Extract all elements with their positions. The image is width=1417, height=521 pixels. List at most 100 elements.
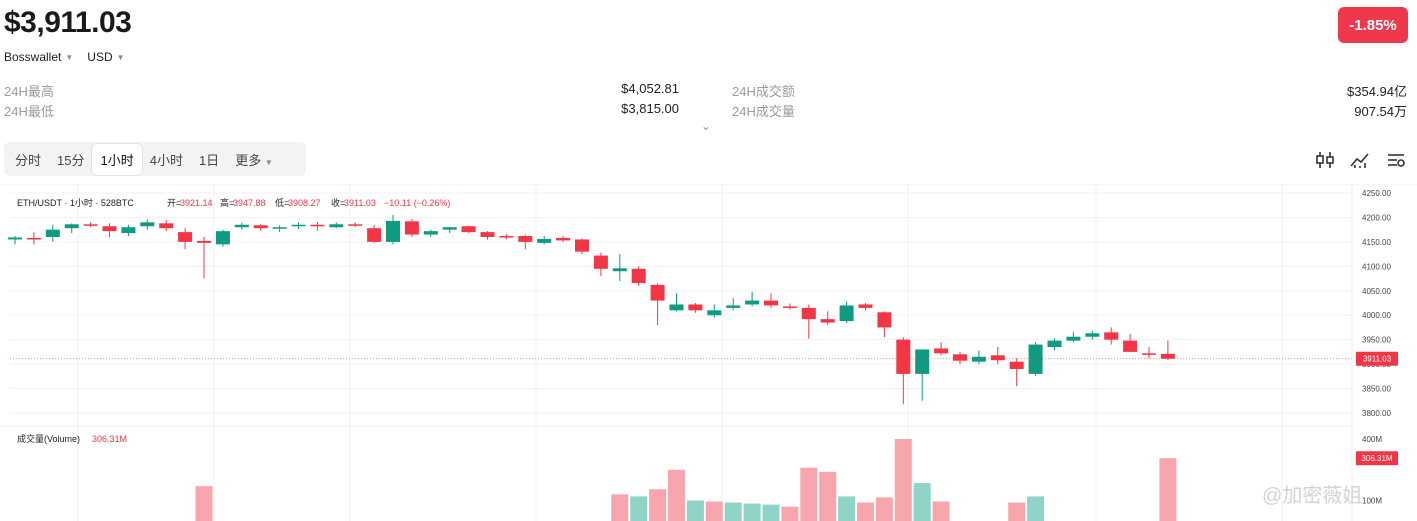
stat-high-value: $4,052.81	[621, 81, 679, 96]
tab-timeframe-4h[interactable]: 4小时	[149, 152, 183, 168]
tab-timeframe-15m[interactable]: 15分	[57, 152, 85, 168]
volume-bar	[1159, 458, 1177, 521]
candle-body	[631, 268, 646, 283]
ohlc-close-label: 收=	[331, 197, 345, 208]
chart-settings-icon[interactable]	[1385, 149, 1407, 171]
price-change-badge: -1.85%	[1338, 7, 1408, 43]
price-tick-label: 4250.00	[1362, 189, 1391, 198]
candle-body	[801, 307, 816, 320]
candle-body	[386, 220, 400, 242]
candle-body	[934, 348, 949, 354]
indicator-icon[interactable]	[1349, 149, 1371, 171]
candle-body	[612, 268, 627, 272]
ohlc-close: 3911.03	[344, 198, 376, 208]
candle-series	[8, 215, 1352, 405]
ohlc-high: 3947.88	[233, 198, 266, 208]
price-tick-label: 4000.00	[1362, 311, 1391, 320]
candle-body	[915, 349, 930, 374]
last-volume-tag	[1356, 451, 1398, 466]
volume-bar	[857, 502, 874, 521]
ohlc-open: 3921.14	[180, 198, 213, 208]
volume-bar	[668, 469, 685, 521]
candle-body	[461, 226, 476, 233]
candle-body	[367, 228, 382, 242]
candle-body	[442, 227, 457, 230]
stat-low-value: $3,815.00	[621, 101, 679, 116]
candle-body	[8, 237, 22, 240]
candle-body	[764, 300, 778, 306]
candle-body	[953, 354, 967, 361]
candle-body	[140, 222, 155, 227]
volume-bar	[724, 502, 742, 521]
volume-bar	[1027, 496, 1045, 521]
candle-body	[404, 221, 419, 235]
price-tick-label: 4200.00	[1362, 213, 1391, 222]
candle-body	[1085, 333, 1100, 337]
tab-timeframe-line[interactable]: 分时	[15, 152, 42, 168]
volume-bar	[875, 497, 893, 521]
volume-bar	[611, 494, 629, 521]
price-tick-label: 3850.00	[1362, 385, 1391, 394]
candle-body	[159, 223, 174, 229]
candle-body	[839, 305, 854, 322]
candle-body	[877, 312, 892, 328]
candle-body	[310, 224, 325, 227]
stat-low-label: 24H最低	[4, 104, 54, 119]
tab-timeframe-more[interactable]: 更多 ▼	[227, 144, 281, 175]
expand-stats-icon[interactable]: ⌄	[700, 119, 712, 133]
current-price: $3,911.03	[4, 6, 132, 39]
candle-body	[575, 239, 589, 252]
chart-symbol: ETH/USDT · 1小时 · 528BTC	[17, 197, 134, 208]
candle-body	[1142, 353, 1156, 355]
ohlc-change: −10.11 (−0.26%)	[384, 198, 450, 208]
volume-tick-label: 100M	[1362, 497, 1382, 506]
candle-body	[593, 255, 608, 269]
price-tick-label: 4100.00	[1362, 262, 1391, 271]
candle-body	[726, 305, 741, 308]
ohlc-open-label: 开=	[167, 198, 181, 208]
candle-body	[253, 225, 268, 229]
tab-timeframe-1h[interactable]: 1小时	[92, 143, 142, 175]
volume-bar	[1008, 502, 1026, 521]
candle-body	[215, 231, 230, 245]
currency-dropdown[interactable]: USD ▼	[87, 50, 124, 64]
volume-legend-label: 成交量(Volume)	[17, 433, 80, 444]
volume-bar	[838, 496, 856, 521]
candle-body	[650, 284, 665, 301]
candle-body	[1009, 361, 1024, 369]
tab-timeframe-1d[interactable]: 1日	[198, 152, 220, 168]
volume-bar	[781, 506, 799, 521]
candle-settings-icon[interactable]	[1314, 149, 1336, 171]
volume-bar	[630, 496, 648, 521]
candle-body	[707, 310, 722, 316]
candle-body	[26, 237, 41, 240]
candle-body	[745, 300, 760, 305]
ohlc-low: 3908.27	[288, 198, 321, 208]
candle-body	[1160, 353, 1175, 359]
ohlc-legend: ETH/USDT · 1小时 · 528BTC 开= 3921.14 高= 39…	[17, 197, 450, 208]
candle-body	[537, 238, 552, 243]
stat-volume-value: 907.54万	[1354, 104, 1407, 119]
volume-bar	[932, 501, 950, 521]
volume-tick-label: 400M	[1362, 435, 1382, 444]
candle-body	[234, 224, 249, 228]
price-axis: 4250.00 4200.00 4150.00 4100.00 4050.00 4000.…	[1356, 189, 1398, 506]
volume-bar	[819, 471, 837, 521]
last-price-tag-label: 3911.03	[1363, 355, 1392, 364]
volume-bar	[649, 489, 667, 521]
stat-turnover-label: 24H成交额	[732, 84, 795, 99]
candle-body	[348, 224, 363, 226]
ohlc-high-label: 高=	[220, 197, 234, 208]
watermark: @加密薇姐	[1262, 484, 1362, 507]
price-chart[interactable]: 4250.00 4200.00 4150.00 4100.00 4050.00 4000.…	[0, 184, 1417, 521]
timeframe-bar: 分时 15分 1小时 4小时 1日 更多 ▼	[4, 142, 306, 176]
volume-bar	[686, 500, 704, 521]
more-label: 更多	[235, 152, 262, 168]
price-tick-label: 4050.00	[1362, 287, 1391, 296]
candle-body	[971, 356, 986, 362]
candle-body	[896, 339, 911, 374]
stat-high-label: 24H最高	[4, 84, 54, 99]
price-tick-label: 3950.00	[1362, 336, 1391, 345]
wallet-dropdown[interactable]: Bosswallet ▼	[4, 50, 73, 64]
candle-body	[45, 229, 60, 237]
